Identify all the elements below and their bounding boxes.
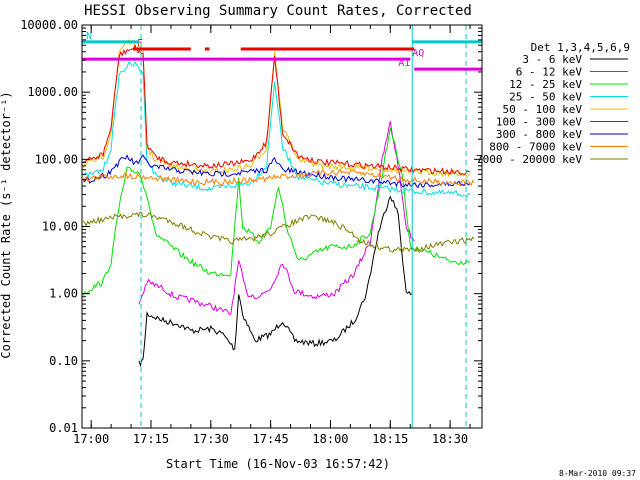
y-tick-label-4: 100.00 <box>35 152 78 166</box>
series-line-2 <box>82 127 471 296</box>
series-line-6 <box>82 154 471 189</box>
chart-title: HESSI Observing Summary Count Rates, Cor… <box>84 3 472 19</box>
legend-label-5: 100 - 300 keV <box>496 116 582 129</box>
y-tick-label-5: 1000.00 <box>27 85 78 99</box>
series-line-8 <box>82 211 475 253</box>
generated-timestamp: 8-Mar-2010 09:37 <box>559 469 636 478</box>
x-tick-label-6: 18:30 <box>432 432 468 446</box>
legend-label-4: 50 - 100 keV <box>503 103 583 116</box>
series-line-0 <box>138 195 413 368</box>
x-axis-label: Start Time (16-Nov-03 16:57:42) <box>166 457 390 471</box>
legend-label-6: 300 - 800 keV <box>496 128 582 141</box>
series-line-1 <box>138 120 415 315</box>
legend-label-7: 800 - 7000 keV <box>489 141 582 154</box>
x-tick-label-4: 18:00 <box>312 432 348 446</box>
y-tick-label-1: 0.10 <box>49 354 78 368</box>
flag-label-0: F <box>137 38 143 49</box>
x-tick-label-1: 17:15 <box>133 432 169 446</box>
y-tick-label-3: 10.00 <box>42 220 78 234</box>
legend-label-8: 7000 - 20000 keV <box>476 153 582 166</box>
x-tick-label-3: 17:45 <box>253 432 289 446</box>
legend-label-1: 6 - 12 keV <box>516 66 583 79</box>
flag-label-1: AQ <box>412 48 424 59</box>
y-axis-label: Corrected Count Rate (s⁻¹ detector⁻¹) <box>0 91 13 358</box>
y-tick-label-0: 0.01 <box>49 421 78 435</box>
series-line-5 <box>83 44 471 175</box>
series-line-7 <box>82 168 475 187</box>
legend-label-2: 12 - 25 keV <box>509 78 582 91</box>
flag-label-3: N <box>86 31 92 42</box>
y-tick-label-2: 1.00 <box>49 287 78 301</box>
legend-label-3: 25 - 50 keV <box>509 91 582 104</box>
x-tick-label-2: 17:30 <box>193 432 229 446</box>
x-tick-label-0: 17:00 <box>73 432 109 446</box>
legend-label-0: 3 - 6 keV <box>522 53 582 66</box>
legend-title: Det 1,3,4,5,6,9 <box>531 41 630 54</box>
y-tick-label-6: 10000.00 <box>20 18 78 32</box>
flag-label-2: A1 <box>398 58 410 69</box>
x-tick-label-5: 18:15 <box>372 432 408 446</box>
